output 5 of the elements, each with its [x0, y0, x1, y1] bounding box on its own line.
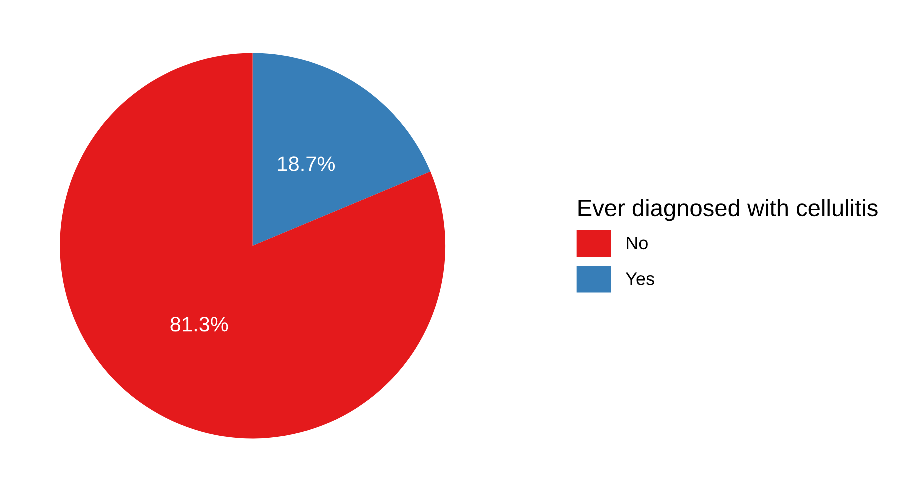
legend-title: Ever diagnosed with cellulitis	[578, 199, 878, 222]
data-label: 18.7%	[278, 156, 336, 172]
data-label: 81.3%	[170, 317, 228, 332]
legend-label: No	[627, 237, 648, 250]
legend-label: Yes	[626, 272, 654, 286]
